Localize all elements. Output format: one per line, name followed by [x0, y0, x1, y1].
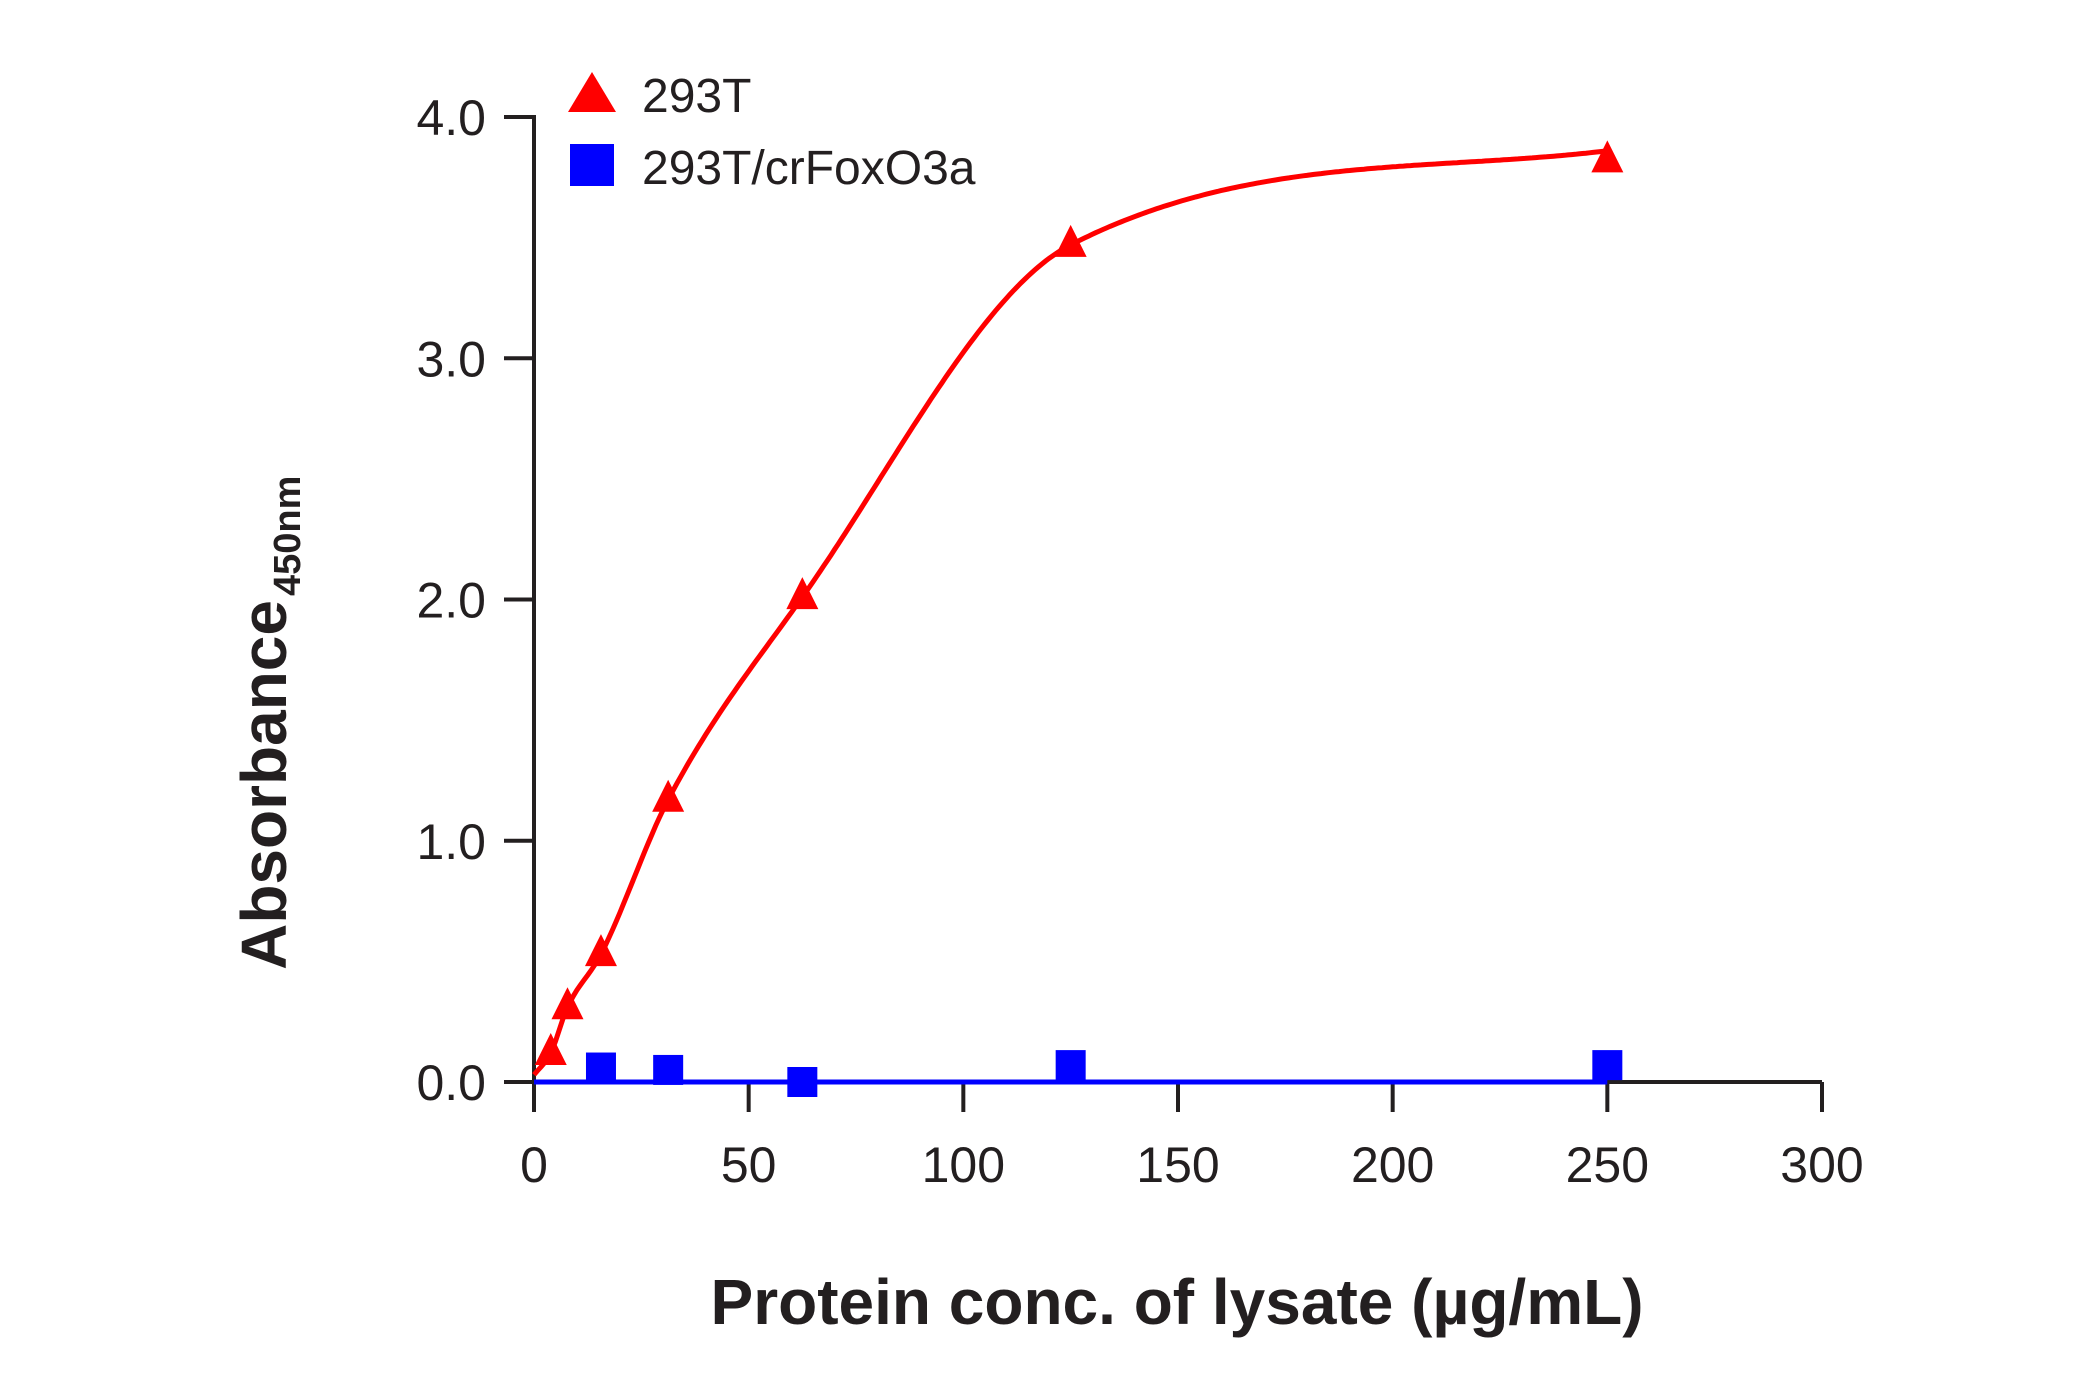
x-tick-label: 250 — [1566, 1137, 1649, 1193]
y-tick-label: 1.0 — [416, 814, 486, 870]
point-293T-crFoxO3a — [1055, 1050, 1086, 1081]
x-axis-label: Protein conc. of lysate (µg/mL) — [711, 1266, 1644, 1338]
point-293T-crFoxO3a — [653, 1054, 684, 1085]
y-axis-label-main: Absorbance — [228, 600, 300, 970]
point-293T — [551, 987, 584, 1020]
fit-line-0 — [532, 148, 1608, 1077]
y-tick-label: 4.0 — [416, 90, 486, 146]
y-tick-label: 3.0 — [416, 331, 486, 387]
point-293T-crFoxO3a — [787, 1067, 818, 1097]
x-tick-label: 150 — [1136, 1137, 1219, 1193]
fit-lines — [532, 148, 1608, 1085]
point-293T-crFoxO3a — [1592, 1050, 1623, 1081]
data-marks — [534, 140, 1624, 1097]
svg-text:Absorbance: Absorbance — [228, 600, 300, 970]
legend-marker-293T — [568, 72, 616, 112]
legend-label-293T-crFoxO3a: 293T/crFoxO3a — [642, 142, 976, 195]
x-tick-label: 300 — [1780, 1137, 1863, 1193]
y-axis-label: Absorbance 450nm — [228, 476, 309, 970]
legend: 293T 293T/crFoxO3a — [568, 70, 976, 195]
x-ticks: 0 50 100 150 200 250 300 — [520, 1082, 1864, 1193]
y-axis-label-sub: 450nm — [267, 476, 309, 596]
point-293T — [534, 1033, 567, 1066]
y-tick-label: 0.0 — [416, 1055, 486, 1111]
y-tick-label: 2.0 — [416, 573, 486, 629]
point-293T-crFoxO3a — [585, 1052, 616, 1083]
x-tick-label: 200 — [1351, 1137, 1434, 1193]
x-tick-label: 0 — [520, 1137, 548, 1193]
point-293T — [584, 934, 617, 967]
axes — [504, 115, 1822, 1084]
legend-label-293T: 293T — [642, 70, 751, 123]
x-tick-label: 50 — [721, 1137, 777, 1193]
x-tick-label: 100 — [922, 1137, 1005, 1193]
y-ticks: 0.0 1.0 2.0 3.0 4.0 — [416, 90, 534, 1111]
point-293T — [786, 577, 819, 610]
point-293T — [652, 779, 685, 812]
point-293T — [1591, 140, 1624, 173]
legend-marker-293T-crFoxO3a — [570, 144, 614, 186]
point-293T — [1054, 224, 1087, 257]
